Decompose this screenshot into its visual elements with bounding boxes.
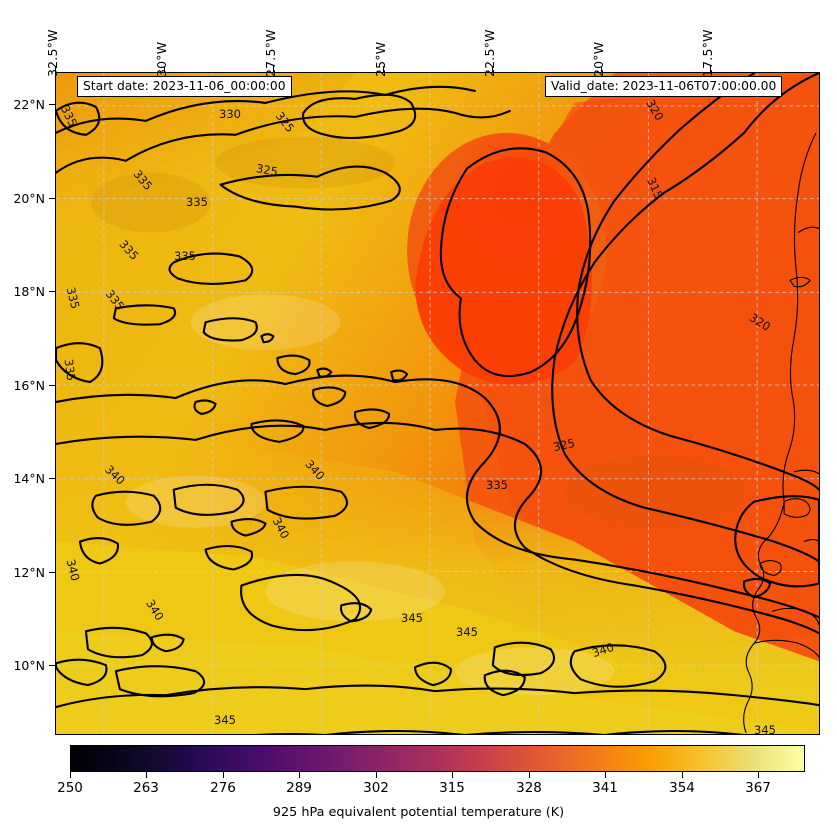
xtick-mark: [601, 66, 603, 72]
ytick-label-2: 14°N: [13, 471, 45, 486]
start-date-annotation: Start date: 2023-11-06_00:00:00: [77, 76, 292, 98]
xtick-label-4: 22.5°W: [482, 29, 497, 77]
colorbar-tick-label-1: 263: [133, 780, 159, 796]
ytick-mark: [49, 478, 55, 480]
ytick-label-1: 12°N: [13, 565, 45, 580]
colorbar-tick: [223, 772, 225, 778]
colorbar-tick: [452, 772, 454, 778]
xtick-mark: [492, 66, 494, 72]
colorbar-title: 925 hPa equivalent potential temperature…: [272, 805, 565, 820]
ytick-label-6: 22°N: [13, 97, 45, 112]
ytick-label-0: 10°N: [13, 658, 45, 673]
colorbar-tick-label-5: 315: [439, 780, 465, 796]
colorbar-tick-label-0: 250: [57, 780, 83, 796]
xtick-label-3: 25°W: [373, 41, 388, 77]
xtick-label-0: 32.5°W: [45, 29, 60, 77]
ytick-mark: [49, 104, 55, 106]
valid-date-annotation: Valid_date: 2023-11-06T07:00:00.00: [545, 76, 783, 98]
colorbar-tick: [605, 772, 607, 778]
xtick-mark: [383, 66, 385, 72]
colorbar-tick-label-3: 289: [286, 780, 312, 796]
xtick-label-6: 17.5°W: [700, 29, 715, 77]
map-plot-area[interactable]: 330 325 335 335 335 325 335 335 335 335 …: [55, 72, 820, 735]
ytick-label-5: 20°N: [13, 191, 45, 206]
ytick-mark: [49, 572, 55, 574]
ytick-mark: [49, 385, 55, 387]
xtick-label-1: 30°W: [154, 41, 169, 77]
colorbar-tick-label-2: 276: [210, 780, 236, 796]
coastline-overlay: [743, 132, 819, 734]
xtick-mark: [273, 66, 275, 72]
ytick-label-4: 18°N: [13, 284, 45, 299]
colorbar-tick: [299, 772, 301, 778]
ytick-mark: [49, 291, 55, 293]
xtick-label-5: 20°W: [591, 41, 606, 77]
thetae-contour-lines: [56, 73, 819, 734]
ytick-label-3: 16°N: [13, 378, 45, 393]
colorbar-tick-label-9: 367: [745, 780, 771, 796]
ytick-mark: [49, 665, 55, 667]
colorbar-tick: [70, 772, 72, 778]
colorbar-tick: [376, 772, 378, 778]
colorbar-tick-label-7: 341: [592, 780, 618, 796]
xtick-label-2: 27.5°W: [263, 29, 278, 77]
xtick-mark: [710, 66, 712, 72]
xtick-mark: [55, 66, 57, 72]
colorbar-tick: [146, 772, 148, 778]
xtick-mark: [164, 66, 166, 72]
colorbar-tick-label-8: 354: [669, 780, 695, 796]
lat-lon-gridlines: [56, 73, 819, 734]
ytick-mark: [49, 198, 55, 200]
colorbar[interactable]: [70, 745, 805, 772]
colorbar-tick: [758, 772, 760, 778]
colorbar-tick: [529, 772, 531, 778]
colorbar-tick-label-4: 302: [363, 780, 389, 796]
colorbar-tick: [682, 772, 684, 778]
colorbar-tick-label-6: 328: [516, 780, 542, 796]
